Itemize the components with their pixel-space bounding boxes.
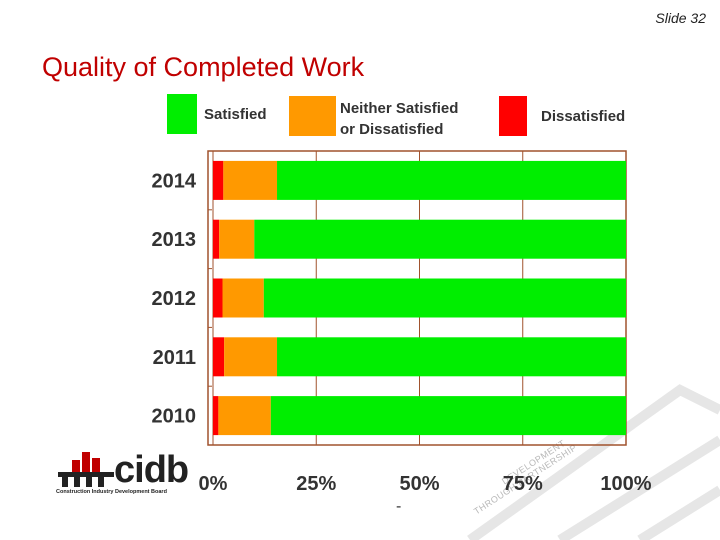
bar-neither-satisfied-or-dissatisfied-2012 xyxy=(222,278,264,318)
bar-satisfied-2014 xyxy=(277,160,626,200)
x-tick-label: 25% xyxy=(296,473,336,495)
bar-dissatisfied-2014 xyxy=(213,160,224,200)
slide-title: Quality of Completed Work xyxy=(42,52,365,82)
y-tick-label: 2011 xyxy=(153,347,196,369)
footnote-dash: - xyxy=(396,498,402,515)
bar-neither-satisfied-or-dissatisfied-2013 xyxy=(219,219,255,259)
bar-dissatisfied-2010 xyxy=(213,396,219,436)
bar-neither-satisfied-or-dissatisfied-2010 xyxy=(218,396,271,436)
bar-satisfied-2013 xyxy=(254,219,627,259)
bar-neither-satisfied-or-dissatisfied-2011 xyxy=(224,337,278,377)
cidb-logo-subtitle: Construction Industry Development Board xyxy=(56,489,167,495)
bar-dissatisfied-2012 xyxy=(213,278,223,318)
bar-neither-satisfied-or-dissatisfied-2014 xyxy=(223,160,278,200)
y-tick-label: 2014 xyxy=(152,170,197,192)
bar-dissatisfied-2013 xyxy=(213,219,220,259)
bar-satisfied-2010 xyxy=(270,396,626,436)
slide-number: Slide 32 xyxy=(655,10,706,26)
y-tick-label: 2012 xyxy=(152,288,197,310)
cidb-logo: cidb Construction Industry Development B… xyxy=(56,449,189,498)
y-tick-label: 2010 xyxy=(152,406,197,428)
cidb-logo-name: cidb xyxy=(114,449,189,491)
x-tick-label: 100% xyxy=(600,473,651,495)
x-tick-label: 0% xyxy=(199,473,228,495)
x-tick-label: 75% xyxy=(503,473,543,495)
bar-satisfied-2011 xyxy=(277,337,626,377)
cidb-logo-mark xyxy=(58,452,114,487)
x-tick-label: 50% xyxy=(399,473,439,495)
bar-dissatisfied-2011 xyxy=(213,337,225,377)
y-tick-label: 2013 xyxy=(152,229,197,251)
bar-satisfied-2012 xyxy=(263,278,626,318)
